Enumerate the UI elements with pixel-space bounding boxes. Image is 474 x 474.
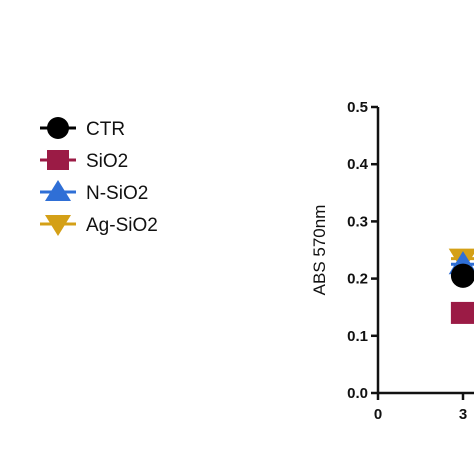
legend-item: SiO2 (40, 150, 128, 172)
legend-marker-triangle-up (45, 180, 71, 201)
legend-item: N-SiO2 (40, 180, 148, 204)
data-points (448, 248, 474, 324)
data-point-sio2 (450, 301, 474, 324)
legend-marker-square (47, 150, 69, 170)
axes (376, 107, 474, 395)
legend-label: N-SiO2 (86, 183, 148, 204)
legend-marker-circle (47, 117, 69, 139)
legend-label: CTR (86, 119, 125, 140)
y-tick-label: 0.2 (347, 271, 368, 288)
x-tick-label: 3 (459, 406, 467, 423)
legend-label: Ag-SiO2 (86, 215, 158, 236)
legend-item: CTR (40, 117, 125, 140)
legend-label: SiO2 (86, 151, 128, 172)
y-tick-label: 0.3 (347, 213, 368, 230)
y-tick-label: 0.4 (347, 156, 369, 173)
y-tick-label: 0.0 (347, 385, 368, 402)
x-tick-label: 0 (374, 406, 382, 423)
legend-item: Ag-SiO2 (40, 215, 158, 236)
y-ticks: 0.0 0.1 0.2 0.3 0.4 0.5 (347, 99, 378, 402)
legend: CTR SiO2 N-SiO2 Ag-SiO2 (40, 117, 158, 236)
y-tick-label: 0.1 (347, 328, 368, 345)
data-point-ctr (450, 263, 474, 288)
y-axis-title: ABS 570nm (310, 205, 329, 296)
legend-marker-triangle-down (45, 215, 71, 236)
y-tick-label: 0.5 (347, 99, 368, 116)
